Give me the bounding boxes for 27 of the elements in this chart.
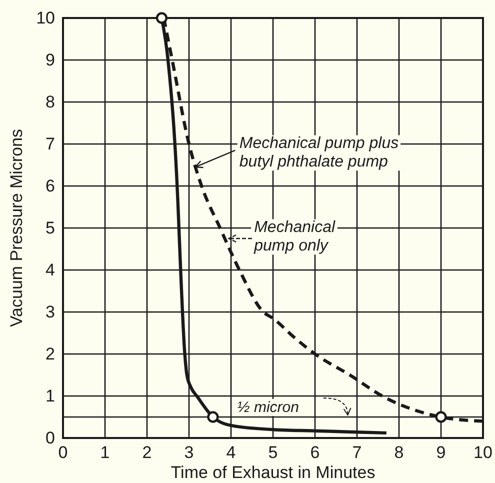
y-tick-label: 4 xyxy=(46,260,55,280)
y-tick-label: 1 xyxy=(46,386,55,406)
y-tick-label: 9 xyxy=(46,50,55,70)
y-tick-label: 0 xyxy=(46,428,55,448)
y-tick-label: 10 xyxy=(36,8,55,28)
x-tick-label: 7 xyxy=(352,443,362,462)
x-tick-label: 10 xyxy=(474,443,492,462)
y-tick-label: 6 xyxy=(46,176,55,196)
x-tick-label: 1 xyxy=(100,443,110,462)
y-tick-label: 8 xyxy=(46,92,55,112)
y-tick-label: 3 xyxy=(46,302,55,322)
x-tick-label: 3 xyxy=(184,443,194,462)
y-tick-label: 5 xyxy=(46,218,55,238)
legend-label: Mechanical pump only xyxy=(253,219,336,255)
x-axis-title: Time of Exhaust in Minutes xyxy=(170,463,376,482)
x-tick-label: 2 xyxy=(142,443,152,462)
x-tick-label: 0 xyxy=(58,443,68,462)
x-tick-label: 9 xyxy=(436,443,446,462)
x-tick-label: 4 xyxy=(226,443,236,462)
x-tick-label: 8 xyxy=(394,443,404,462)
x-tick-label: 5 xyxy=(268,443,278,462)
legend-label: Mechanical pump plus butyl phthalate pump xyxy=(239,135,399,171)
ref-line-label: ½ micron xyxy=(237,399,299,416)
y-axis-title: Vacuum Pressure Microns xyxy=(7,128,26,328)
y-tick-label: 7 xyxy=(46,134,55,154)
x-tick-label: 6 xyxy=(310,443,320,462)
y-tick-label: 2 xyxy=(46,344,55,364)
